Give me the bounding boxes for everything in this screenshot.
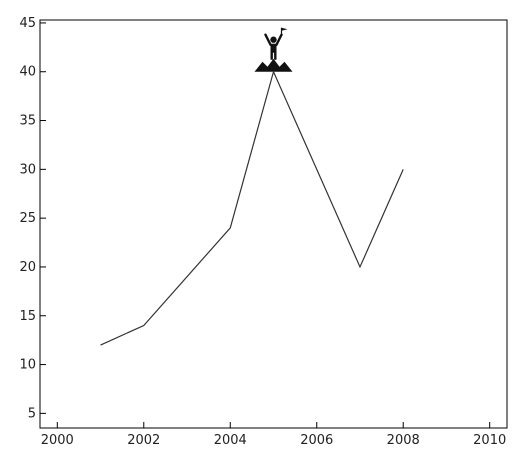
y-tick-label: 15 xyxy=(19,309,36,324)
y-tick-label: 30 xyxy=(19,162,36,177)
series-layer xyxy=(100,69,404,346)
plot-frame xyxy=(39,19,508,429)
y-tick-label: 5 xyxy=(28,406,36,421)
x-axis-ticks: 2000 2002 2004 2006 2008 2010 xyxy=(41,422,506,448)
x-tick-label: 2004 xyxy=(214,433,247,448)
y-tick-label: 35 xyxy=(19,114,36,129)
x-tick-label: 2010 xyxy=(473,433,506,448)
x-tick-label: 2008 xyxy=(387,433,420,448)
y-tick-label: 20 xyxy=(19,260,36,275)
y-tick-label: 45 xyxy=(19,16,36,31)
series-line xyxy=(100,69,404,346)
person-on-summit-with-flag-icon xyxy=(251,25,296,72)
x-tick-label: 2002 xyxy=(127,433,160,448)
y-tick-label: 10 xyxy=(19,358,36,373)
y-tick-label: 40 xyxy=(19,65,36,80)
x-tick-label: 2000 xyxy=(41,433,74,448)
y-axis-ticks: 5 10 15 20 25 30 35 40 45 xyxy=(19,16,46,421)
x-tick-label: 2006 xyxy=(300,433,333,448)
y-tick-label: 25 xyxy=(19,211,36,226)
